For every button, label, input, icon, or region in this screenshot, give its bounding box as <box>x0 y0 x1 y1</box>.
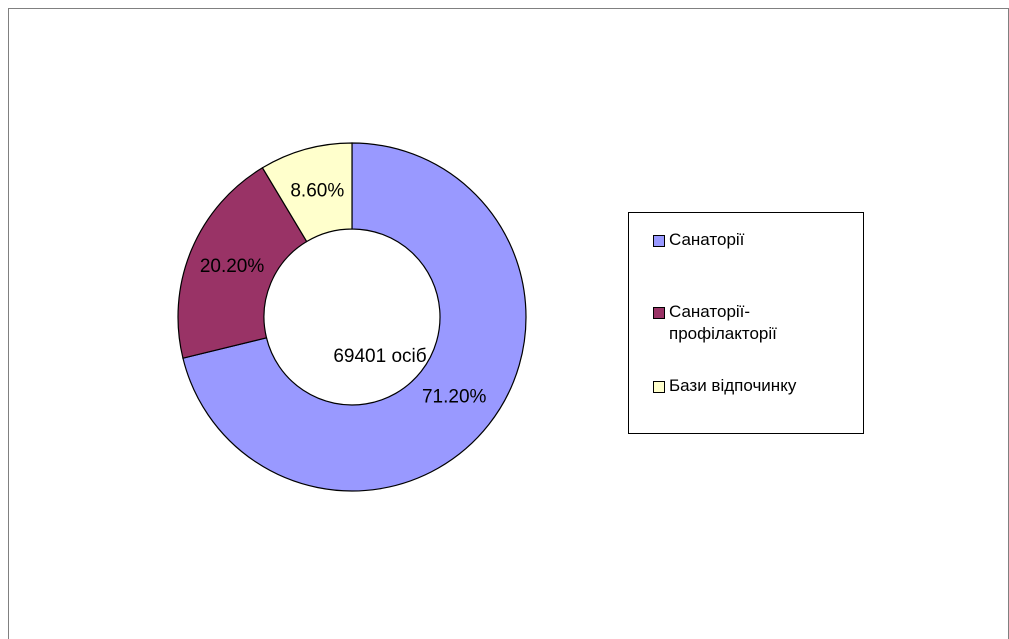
donut-slice <box>177 166 308 359</box>
legend-swatch <box>653 235 665 247</box>
donut-slice <box>261 142 353 243</box>
legend-item: Санаторії <box>653 229 853 251</box>
legend-item: Санаторії-профілакторії <box>653 301 853 345</box>
legend: Санаторії Санаторії-профілакторії Бази від… <box>628 212 864 434</box>
data-label: 20.20% <box>200 256 265 277</box>
donut <box>177 142 527 492</box>
data-label: 71.20% <box>422 386 487 407</box>
legend-swatch <box>653 307 665 319</box>
legend-swatch <box>653 381 665 393</box>
legend-item: Бази відпочинку <box>653 375 853 397</box>
data-label: 8.60% <box>290 181 344 202</box>
legend-label: Бази відпочинку <box>669 376 797 395</box>
center-label: 69401 осіб <box>333 346 426 367</box>
legend-label: Санаторії-профілакторії <box>669 302 777 343</box>
legend-label: Санаторії <box>669 230 745 249</box>
donut-slice <box>182 142 527 492</box>
